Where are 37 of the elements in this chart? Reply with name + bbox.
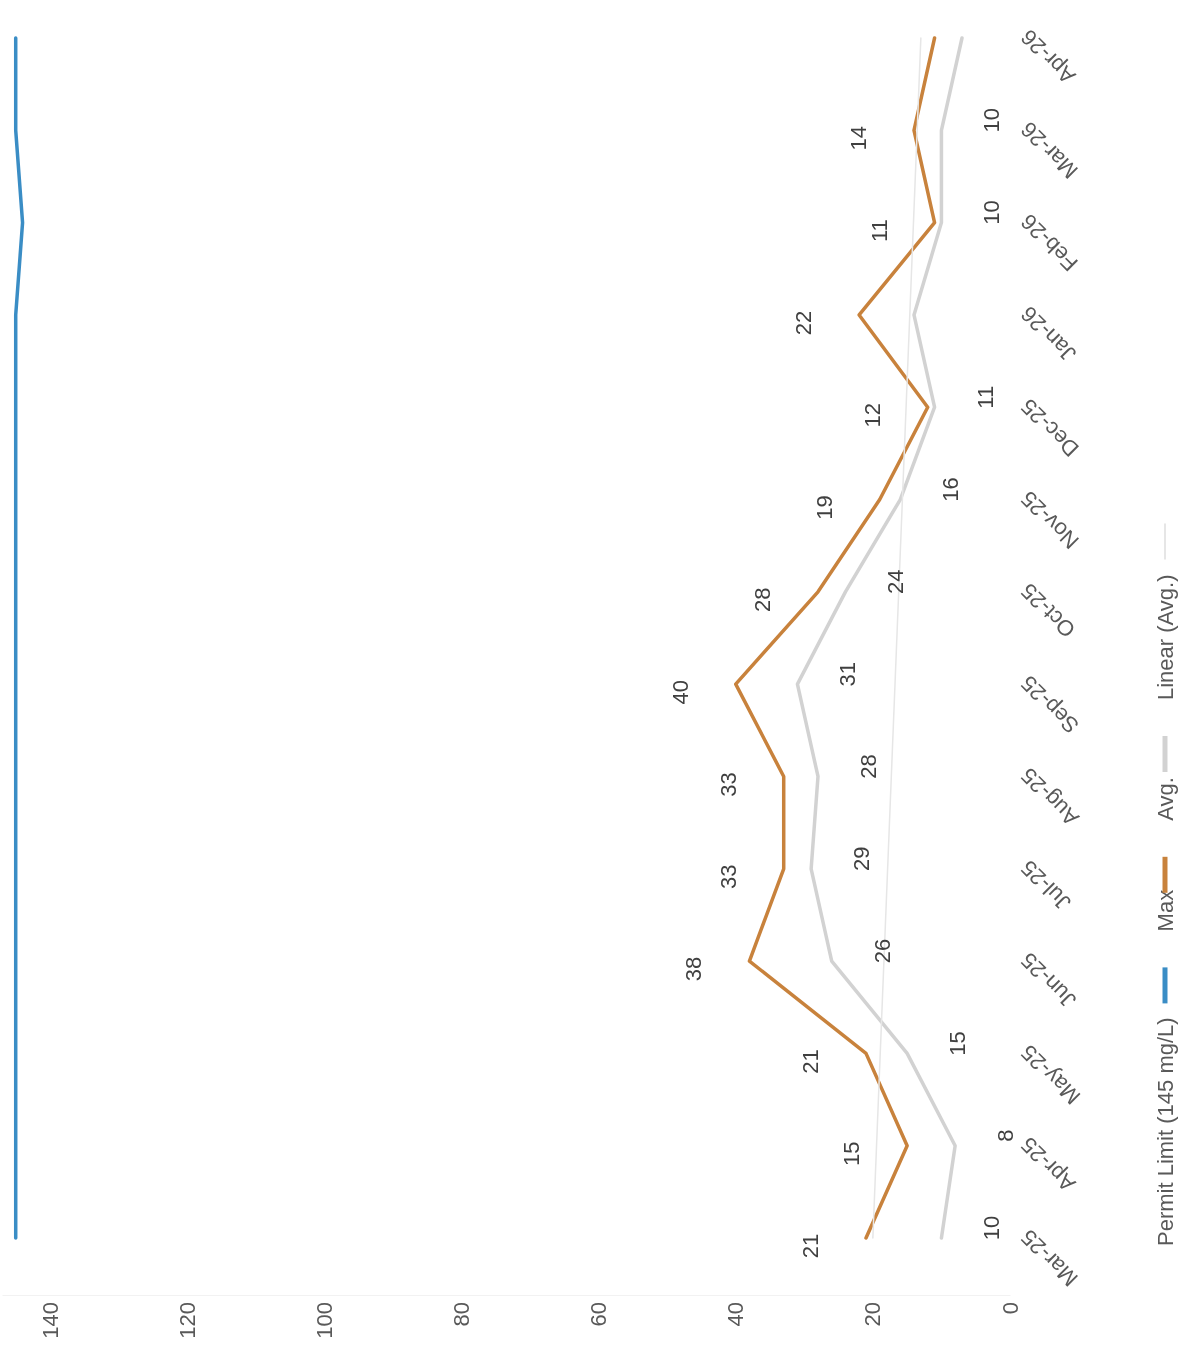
- data-label: 10: [979, 108, 1005, 133]
- data-label: 14: [846, 126, 871, 151]
- x-tick-label: 20: [860, 1302, 886, 1327]
- x-tick-label: 0: [997, 1302, 1023, 1315]
- x-tick-label: 120: [174, 1302, 200, 1339]
- data-label: 28: [856, 754, 881, 779]
- data-label: 21: [798, 1233, 823, 1259]
- data-label: 10: [979, 200, 1005, 225]
- data-label: 26: [869, 938, 895, 964]
- data-label: 8: [993, 1129, 1019, 1142]
- x-tick-label: 40: [723, 1302, 749, 1327]
- data-label: 10: [979, 1215, 1005, 1241]
- legend-label: Max: [1153, 889, 1178, 932]
- data-label: 28: [750, 587, 775, 613]
- data-label: 40: [667, 679, 693, 705]
- data-label: 12: [859, 402, 885, 428]
- data-label: 33: [715, 864, 741, 890]
- data-label: 22: [791, 310, 817, 336]
- legend-label: Linear (Avg.): [1153, 574, 1178, 700]
- data-label: 21: [798, 1049, 823, 1074]
- data-label: 15: [839, 1141, 865, 1166]
- x-tick-label: 140: [37, 1302, 63, 1339]
- data-label: 31: [835, 661, 861, 687]
- x-tick-label: 60: [586, 1302, 612, 1327]
- data-label: 16: [938, 477, 964, 502]
- data-label: 24: [883, 569, 909, 595]
- data-label: 38: [681, 956, 707, 982]
- x-tick-label: 80: [448, 1302, 474, 1327]
- data-label: 15: [945, 1031, 971, 1056]
- data-label: 33: [715, 772, 741, 797]
- legend-label: Avg.: [1153, 777, 1178, 821]
- data-label: 11: [866, 219, 892, 243]
- x-tick-label: 100: [311, 1302, 337, 1339]
- data-label: 29: [849, 846, 875, 872]
- data-label: 19: [811, 495, 837, 520]
- data-label: 11: [972, 385, 998, 409]
- legend-label: Permit Limit (145 mg/L): [1153, 1017, 1178, 1246]
